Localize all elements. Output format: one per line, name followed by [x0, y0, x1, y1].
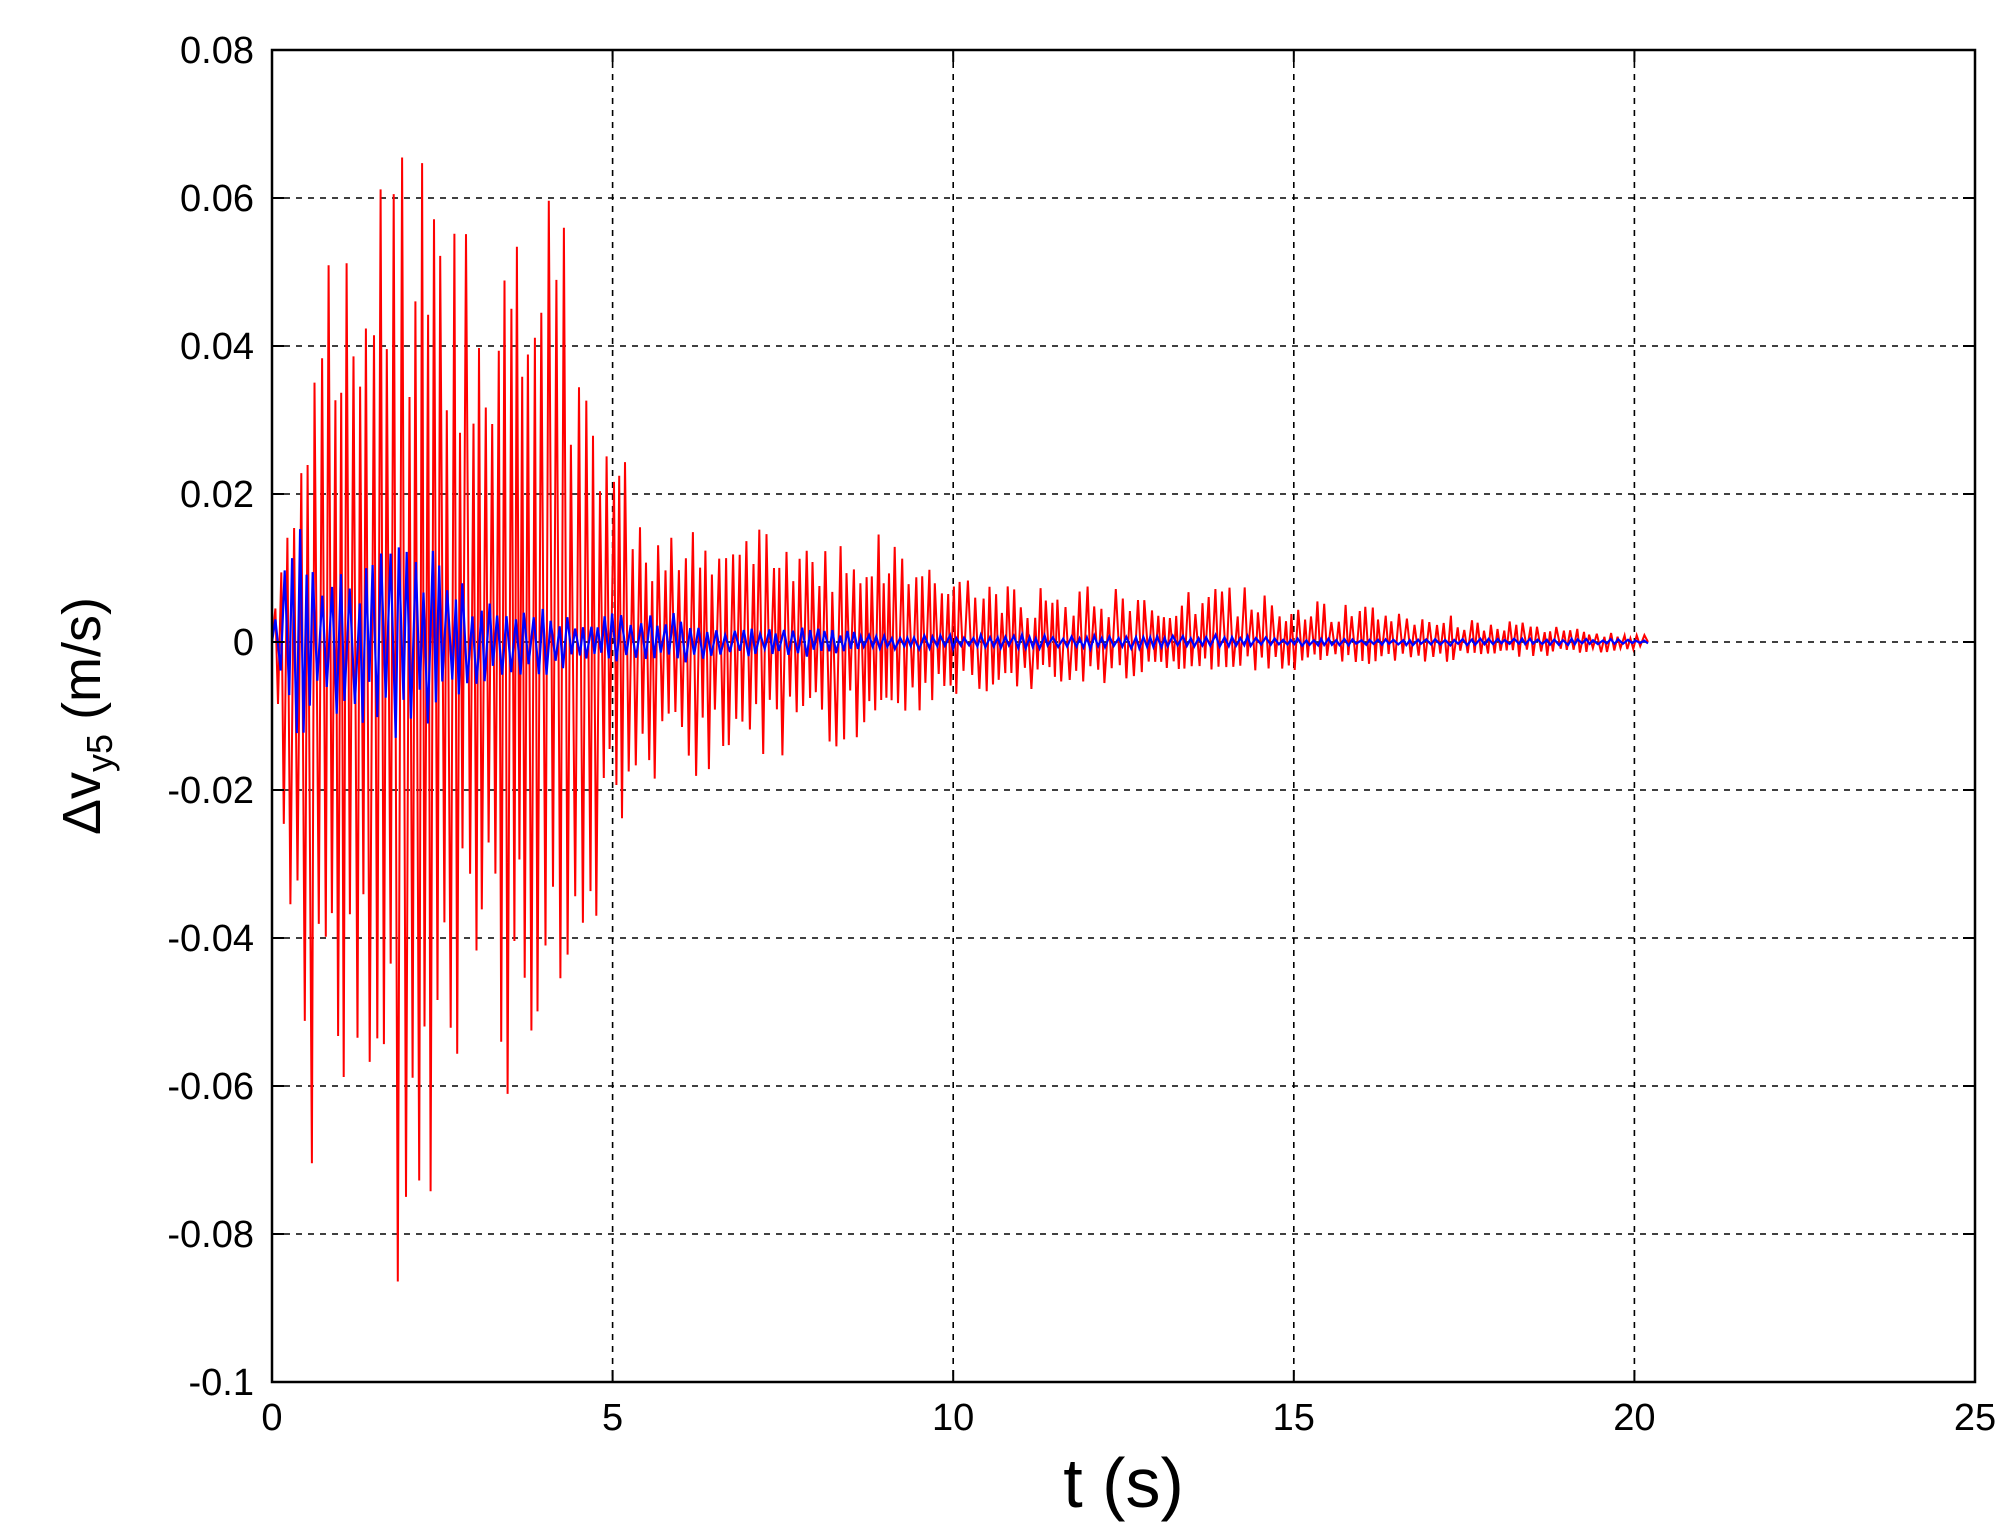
series-line-red — [271, 157, 1649, 1282]
x-tick-label: 25 — [1954, 1397, 1996, 1439]
grid — [272, 50, 1975, 1382]
y-tick-label: 0.04 — [180, 326, 254, 368]
series-layer — [270, 157, 1649, 1282]
y-tick-label: -0.08 — [167, 1214, 254, 1256]
y-axis-label-main: Δv — [52, 772, 112, 835]
x-tick-labels: 0 5 10 15 20 25 — [261, 1397, 1996, 1439]
x-tick-label: 5 — [602, 1397, 623, 1439]
y-axis-label: Δvy5 (m/s) — [52, 597, 120, 835]
y-axis-label-subscript: y5 — [79, 734, 120, 772]
y-tick-label: 0.08 — [180, 30, 254, 72]
y-axis-label-unit: (m/s) — [52, 597, 112, 720]
y-tick-label: -0.02 — [167, 770, 254, 812]
ticks — [271, 49, 1976, 1383]
x-tick-label: 0 — [261, 1397, 282, 1439]
plot-frame — [270, 48, 1977, 1384]
y-tick-label: 0.02 — [180, 474, 254, 516]
y-tick-label: 0.06 — [180, 178, 254, 220]
x-axis-label: t (s) — [1063, 1444, 1184, 1522]
y-tick-labels: 0.08 0.06 0.04 0.02 0 -0.02 -0.04 -0.06 -0.08 -0.… — [167, 30, 254, 1404]
y-tick-label: -0.06 — [167, 1066, 254, 1108]
x-tick-label: 10 — [932, 1397, 974, 1439]
y-tick-label: -0.1 — [189, 1362, 254, 1404]
x-tick-label: 20 — [1613, 1397, 1655, 1439]
x-tick-label: 15 — [1273, 1397, 1315, 1439]
y-tick-label: -0.04 — [167, 918, 254, 960]
y-tick-label: 0 — [233, 622, 254, 664]
series-line-blue — [270, 529, 1649, 738]
